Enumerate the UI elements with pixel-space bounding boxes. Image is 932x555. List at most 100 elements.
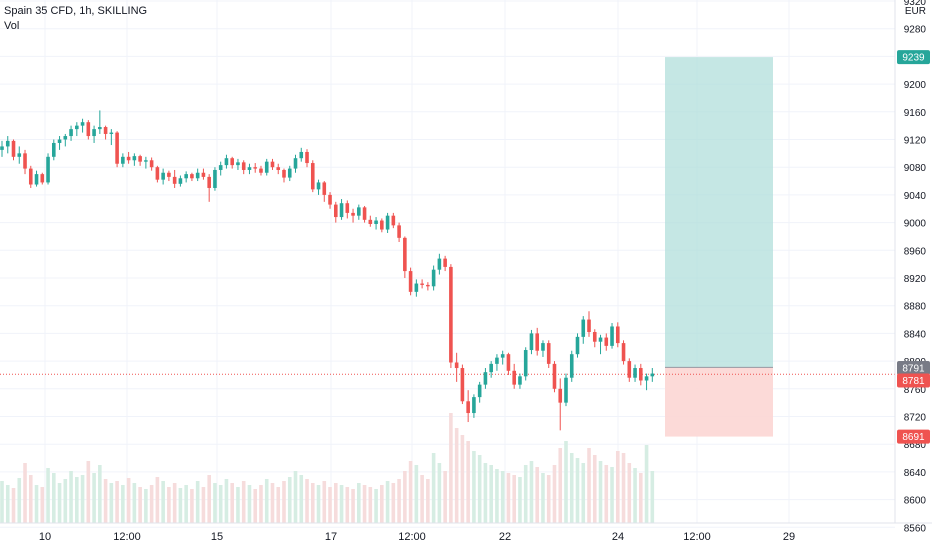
volume-bar xyxy=(287,477,292,523)
time-axis[interactable]: 10 12:00 15 17 12:00 22 24 12:00 29 xyxy=(0,522,932,543)
volume-bar xyxy=(23,463,27,523)
candle-body xyxy=(581,319,586,337)
volume-bar xyxy=(92,473,96,523)
candle-body xyxy=(357,207,361,216)
volume-bar xyxy=(184,485,188,523)
volume-bar xyxy=(305,479,309,523)
candle-body xyxy=(454,362,459,369)
time-tick-label: 24 xyxy=(612,531,624,543)
price-tick-label: 9280 xyxy=(904,25,927,36)
entry-price-tag: 8791 xyxy=(902,364,925,375)
price-tick-label: 8560 xyxy=(904,523,927,534)
currency-label: EUR xyxy=(905,6,926,17)
volume-bar xyxy=(178,488,183,523)
price-axis[interactable]: 9320928092409200916091209080904090008960… xyxy=(894,0,932,534)
candle-body xyxy=(339,203,344,218)
volume-bar xyxy=(195,481,200,523)
candle-body xyxy=(587,319,591,333)
candle-body xyxy=(345,203,350,213)
candle-body xyxy=(374,220,378,224)
candle-body xyxy=(115,132,119,164)
long-position-tool[interactable] xyxy=(0,57,895,437)
candle-body xyxy=(184,174,188,179)
candle-body xyxy=(592,332,597,342)
volume-bar xyxy=(397,479,401,523)
price-tick-label: 9120 xyxy=(904,136,927,147)
volume-bar xyxy=(357,483,361,523)
volume-bar xyxy=(345,487,350,523)
chart-legend[interactable]: Spain 35 CFD, 1h, SKILLING Vol xyxy=(4,4,147,34)
volume-bar xyxy=(466,441,470,523)
volume-bar xyxy=(253,489,258,523)
volume-bar xyxy=(264,479,269,523)
candle-body xyxy=(276,167,281,170)
volume-bar xyxy=(500,471,505,523)
volume-bar xyxy=(650,471,655,523)
volume-bar xyxy=(477,455,482,523)
candle-body xyxy=(495,357,499,364)
volume-bar xyxy=(639,473,643,523)
volume-bar xyxy=(190,489,194,523)
volume-bar xyxy=(149,485,154,523)
candle-body xyxy=(391,215,396,226)
candle-body xyxy=(644,376,649,381)
candle-body xyxy=(144,160,148,162)
volume-bar xyxy=(506,473,511,523)
volume-bar xyxy=(569,453,574,523)
candle-body xyxy=(489,363,493,373)
volume-bar xyxy=(564,441,568,523)
time-tick-label: 12:00 xyxy=(113,531,141,543)
candle-body xyxy=(328,194,332,205)
current-price-tag-bg xyxy=(897,373,930,388)
candle-body xyxy=(0,146,4,150)
price-tick-label: 8840 xyxy=(904,329,927,340)
price-tick-label: 8880 xyxy=(904,302,927,313)
volume-bar xyxy=(155,477,160,523)
candle-body xyxy=(270,161,275,168)
volume-bar xyxy=(86,461,91,523)
entry-price-tag-bg xyxy=(897,361,930,376)
candle-body xyxy=(75,125,79,130)
price-tick-label: 8640 xyxy=(904,468,927,479)
candle-body xyxy=(40,174,45,183)
candle-body xyxy=(282,169,286,178)
volume-bar xyxy=(98,465,102,523)
price-tick-label: 9200 xyxy=(904,80,927,91)
volume-bar xyxy=(333,483,338,523)
volume-bar xyxy=(167,487,171,523)
volume-bar xyxy=(339,485,344,523)
candle-body xyxy=(362,207,367,220)
candle-body xyxy=(472,397,476,414)
volume-bar xyxy=(529,461,534,523)
volume-bar xyxy=(592,455,597,523)
volume-bar xyxy=(310,483,315,523)
candle-body xyxy=(333,204,338,218)
volume-bar xyxy=(495,469,499,523)
price-tick-label: 9080 xyxy=(904,163,927,174)
volume-bar xyxy=(109,483,114,523)
candle-body xyxy=(190,174,194,179)
volume-bar xyxy=(121,485,125,523)
candle-body xyxy=(650,373,655,377)
volume-bar xyxy=(362,485,367,523)
symbol-title[interactable]: Spain 35 CFD, 1h, SKILLING xyxy=(4,5,148,17)
time-tick-label: 15 xyxy=(211,531,223,543)
volume-bar xyxy=(126,478,131,523)
volume-bar xyxy=(546,475,551,523)
loss-zone xyxy=(665,367,773,437)
volume-bar xyxy=(621,453,626,523)
candle-body xyxy=(236,162,240,166)
candle-body xyxy=(259,168,263,173)
price-tick-label: 8720 xyxy=(904,413,927,424)
volume-indicator-label[interactable]: Vol xyxy=(4,20,20,32)
volume-bar xyxy=(420,475,424,523)
candle-body xyxy=(103,127,108,134)
candle-body xyxy=(466,401,470,414)
volume-bar xyxy=(518,477,522,523)
volume-bar xyxy=(132,483,137,523)
candle-body xyxy=(11,140,16,157)
volume-bar xyxy=(408,461,413,523)
